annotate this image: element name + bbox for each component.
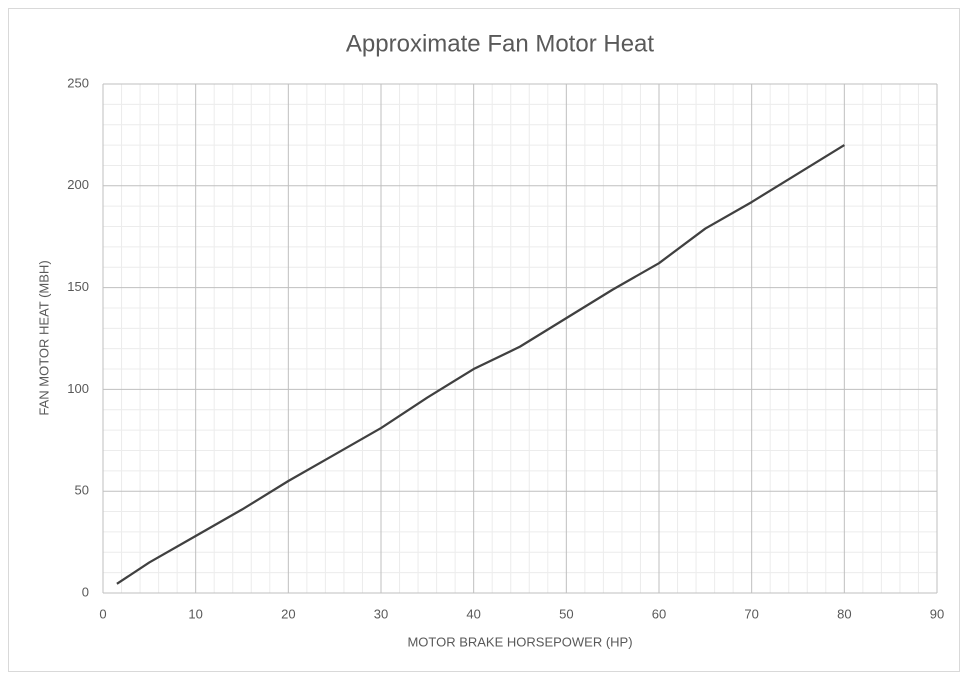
x-tick-label: 20 <box>281 606 295 621</box>
x-tick-label: 50 <box>559 606 573 621</box>
x-tick-label: 70 <box>744 606 758 621</box>
x-tick-label: 30 <box>374 606 388 621</box>
y-axis-label: FAN MOTOR HEAT (MBH) <box>36 260 51 415</box>
y-tick-label: 250 <box>67 75 89 90</box>
x-tick-label: 80 <box>837 606 851 621</box>
y-tick-label: 50 <box>75 483 89 498</box>
y-tick-label: 100 <box>67 381 89 396</box>
x-axis-label: MOTOR BRAKE HORSEPOWER (HP) <box>407 634 632 649</box>
x-tick-label: 90 <box>930 606 944 621</box>
x-tick-label: 0 <box>99 606 106 621</box>
x-tick-label: 60 <box>652 606 666 621</box>
chart-title: Approximate Fan Motor Heat <box>346 30 654 57</box>
chart-border <box>8 8 960 672</box>
y-tick-label: 150 <box>67 279 89 294</box>
x-tick-label: 10 <box>188 606 202 621</box>
x-tick-label: 40 <box>466 606 480 621</box>
y-tick-label: 0 <box>82 584 89 599</box>
data-line <box>116 144 845 585</box>
y-tick-label: 200 <box>67 177 89 192</box>
minor-grid <box>103 84 937 593</box>
